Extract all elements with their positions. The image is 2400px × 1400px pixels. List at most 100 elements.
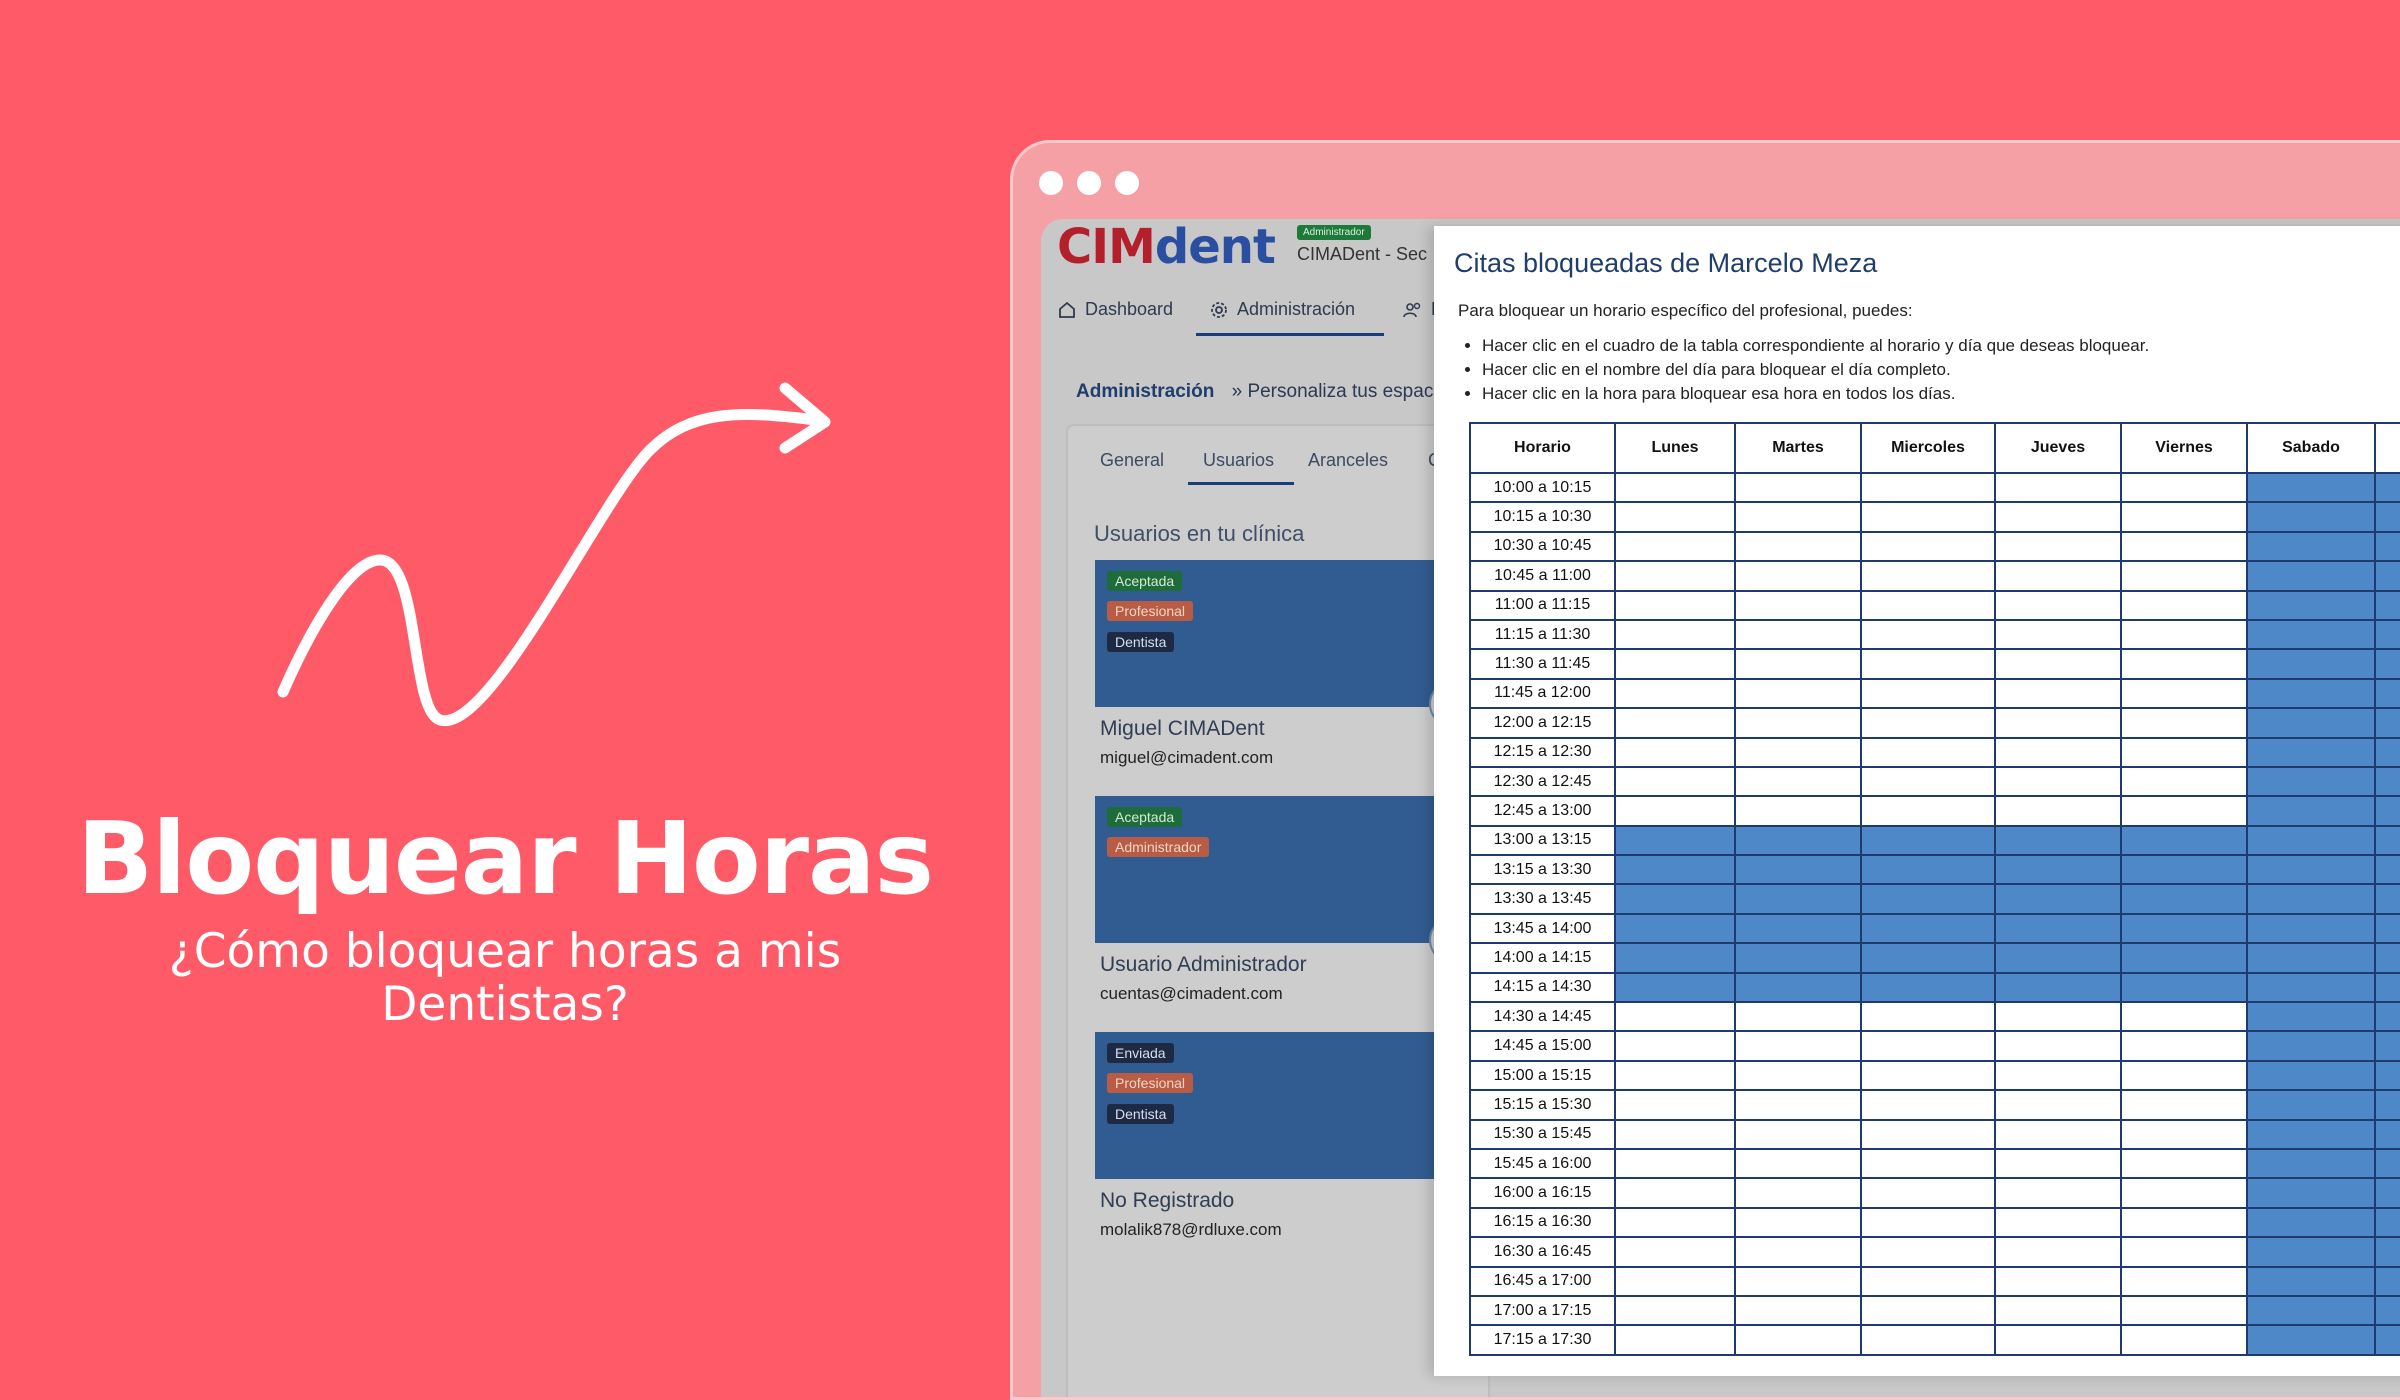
slot-cell[interactable] (1734, 1030, 1862, 1062)
slot-cell[interactable] (1734, 912, 1862, 945)
slot-cell[interactable] (2246, 530, 2376, 563)
slot-cell[interactable] (1734, 471, 1862, 504)
slot-cell[interactable] (1994, 1177, 2122, 1209)
slot-cell[interactable] (1860, 1001, 1996, 1033)
slot-cell[interactable] (2120, 560, 2248, 592)
slot-cell[interactable] (2120, 618, 2248, 651)
slot-cell[interactable] (2246, 765, 2376, 798)
slot-cell[interactable] (2246, 1089, 2376, 1121)
hour-cell[interactable]: 14:30 a 14:45 (1469, 1001, 1616, 1033)
slot-cell[interactable] (1614, 854, 1736, 886)
slot-cell[interactable] (1860, 1294, 1996, 1327)
slot-cell[interactable] (1734, 824, 1862, 857)
hour-cell[interactable]: 10:45 a 11:00 (1469, 560, 1616, 592)
slot-cell[interactable] (2120, 1236, 2248, 1268)
slot-cell[interactable] (1734, 1177, 1862, 1209)
slot-cell[interactable] (1614, 736, 1736, 768)
slot-cell[interactable] (2374, 795, 2400, 827)
cimadent-logo[interactable]: CIMdent (1057, 219, 1276, 275)
slot-cell[interactable] (1734, 677, 1862, 710)
slot-cell[interactable] (1614, 560, 1736, 592)
slot-cell[interactable] (1994, 530, 2122, 563)
hour-cell[interactable]: 15:30 a 15:45 (1469, 1118, 1616, 1150)
slot-cell[interactable] (1614, 677, 1736, 710)
hour-cell[interactable]: 13:15 a 13:30 (1469, 854, 1616, 886)
slot-cell[interactable] (1614, 971, 1736, 1004)
slot-cell[interactable] (2374, 1147, 2400, 1180)
slot-cell[interactable] (1734, 560, 1862, 592)
column-header-day[interactable]: Lunes (1614, 422, 1736, 474)
slot-cell[interactable] (1994, 912, 2122, 945)
hour-cell[interactable]: 12:30 a 12:45 (1469, 765, 1616, 798)
tab-aranceles[interactable]: Aranceles (1308, 450, 1389, 470)
slot-cell[interactable] (1860, 912, 1996, 945)
slot-cell[interactable] (1994, 1030, 2122, 1062)
column-header-day[interactable]: Jueves (1994, 422, 2122, 474)
hour-cell[interactable]: 13:30 a 13:45 (1469, 883, 1616, 915)
slot-cell[interactable] (1614, 1001, 1736, 1033)
slot-cell[interactable] (1734, 530, 1862, 563)
slot-cell[interactable] (2120, 1118, 2248, 1150)
slot-cell[interactable] (1614, 1147, 1736, 1180)
slot-cell[interactable] (1860, 824, 1996, 857)
slot-cell[interactable] (2374, 707, 2400, 739)
slot-cell[interactable] (1994, 1294, 2122, 1327)
slot-cell[interactable] (2374, 971, 2400, 1004)
slot-cell[interactable] (1994, 618, 2122, 651)
slot-cell[interactable] (1734, 854, 1862, 886)
slot-cell[interactable] (2374, 501, 2400, 533)
hour-cell[interactable]: 11:15 a 11:30 (1469, 618, 1616, 651)
slot-cell[interactable] (2120, 1059, 2248, 1092)
slot-cell[interactable] (1614, 707, 1736, 739)
slot-cell[interactable] (2120, 501, 2248, 533)
slot-cell[interactable] (2120, 765, 2248, 798)
slot-cell[interactable] (1994, 677, 2122, 710)
slot-cell[interactable] (1994, 736, 2122, 768)
slot-cell[interactable] (2120, 1324, 2248, 1356)
slot-cell[interactable] (1860, 1177, 1996, 1209)
slot-cell[interactable] (1860, 1324, 1996, 1356)
hour-cell[interactable]: 12:45 a 13:00 (1469, 795, 1616, 827)
slot-cell[interactable] (1614, 942, 1736, 974)
slot-cell[interactable] (1734, 971, 1862, 1004)
slot-cell[interactable] (2246, 707, 2376, 739)
window-dot[interactable] (1039, 171, 1063, 195)
slot-cell[interactable] (1860, 1147, 1996, 1180)
slot-cell[interactable] (1614, 795, 1736, 827)
slot-cell[interactable] (2374, 883, 2400, 915)
clinic-name[interactable]: CIMADent - Sec (1297, 244, 1428, 264)
slot-cell[interactable] (2246, 942, 2376, 974)
slot-cell[interactable] (2120, 824, 2248, 857)
slot-cell[interactable] (1734, 1265, 1862, 1297)
slot-cell[interactable] (2120, 942, 2248, 974)
slot-cell[interactable] (1614, 824, 1736, 857)
slot-cell[interactable] (2374, 1001, 2400, 1033)
slot-cell[interactable] (1734, 795, 1862, 827)
user-card[interactable]: Enviada Profesional Dentista No Registra… (1095, 1032, 1465, 1240)
slot-cell[interactable] (2374, 1206, 2400, 1239)
slot-cell[interactable] (2246, 883, 2376, 915)
slot-cell[interactable] (2246, 1030, 2376, 1062)
hour-cell[interactable]: 15:45 a 16:00 (1469, 1147, 1616, 1180)
slot-cell[interactable] (2120, 1089, 2248, 1121)
slot-cell[interactable] (1860, 1118, 1996, 1150)
slot-cell[interactable] (1994, 854, 2122, 886)
window-dot[interactable] (1077, 171, 1101, 195)
slot-cell[interactable] (2120, 883, 2248, 915)
slot-cell[interactable] (1860, 560, 1996, 592)
slot-cell[interactable] (1994, 707, 2122, 739)
hour-cell[interactable]: 14:45 a 15:00 (1469, 1030, 1616, 1062)
slot-cell[interactable] (1860, 883, 1996, 915)
slot-cell[interactable] (1860, 530, 1996, 563)
slot-cell[interactable] (2120, 648, 2248, 680)
slot-cell[interactable] (2374, 736, 2400, 768)
slot-cell[interactable] (2374, 618, 2400, 651)
slot-cell[interactable] (1734, 765, 1862, 798)
slot-cell[interactable] (2246, 1059, 2376, 1092)
hour-cell[interactable]: 13:45 a 14:00 (1469, 912, 1616, 945)
slot-cell[interactable] (1860, 1059, 1996, 1092)
slot-cell[interactable] (1860, 589, 1996, 621)
slot-cell[interactable] (1614, 1236, 1736, 1268)
hour-cell[interactable]: 15:00 a 15:15 (1469, 1059, 1616, 1092)
slot-cell[interactable] (2246, 1206, 2376, 1239)
